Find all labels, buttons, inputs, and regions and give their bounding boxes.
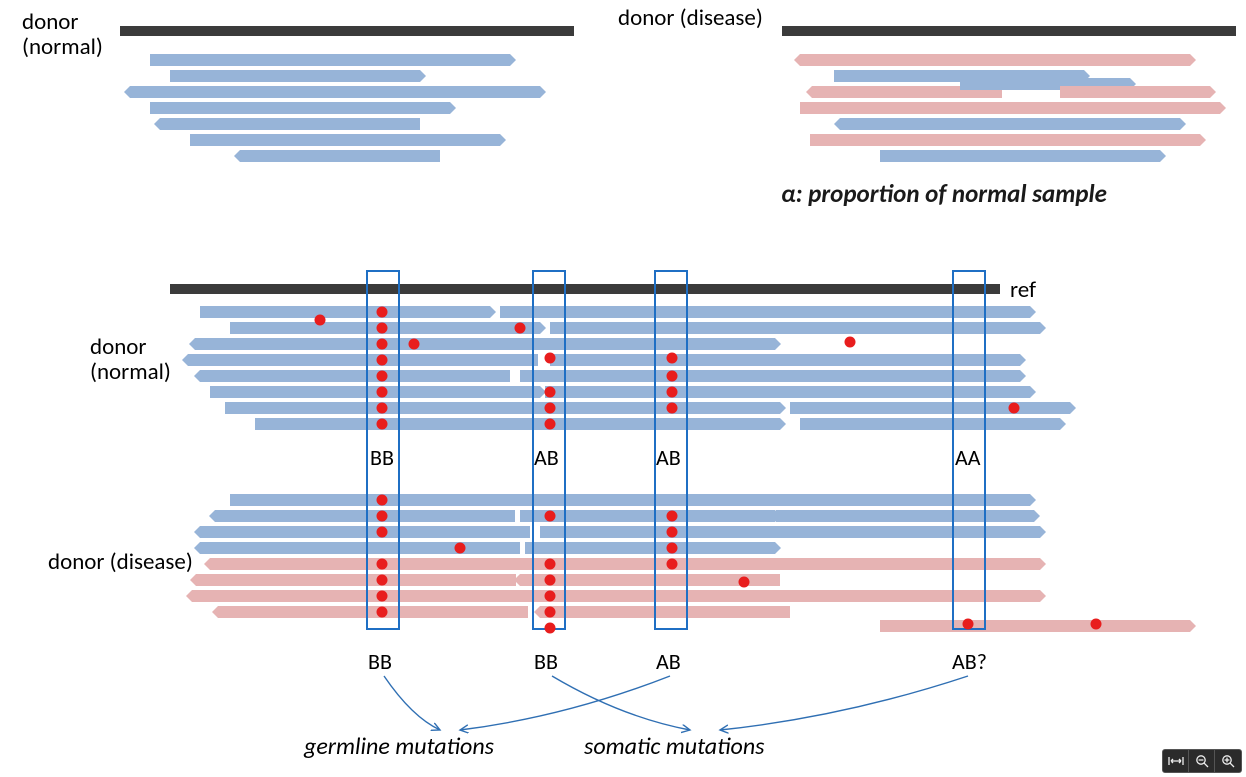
fit-width-button[interactable] — [1163, 750, 1189, 772]
classification-arrow — [384, 676, 440, 730]
sequencing-read — [780, 386, 1030, 398]
mutation-dot — [545, 591, 556, 602]
sequencing-read — [190, 134, 500, 146]
sequencing-read — [210, 558, 520, 570]
mutation-dot — [545, 607, 556, 618]
mutation-dot — [455, 543, 466, 554]
mutation-dot — [377, 419, 388, 430]
mutation-dot — [377, 591, 388, 602]
sequencing-read — [192, 590, 532, 602]
mutation-dot — [377, 355, 388, 366]
sequencing-read — [188, 354, 538, 366]
sequencing-read — [300, 86, 540, 98]
sequencing-read — [780, 590, 1040, 602]
sequencing-read — [780, 322, 1040, 334]
genotype-upper: AB — [534, 444, 559, 471]
sequencing-read — [880, 150, 1160, 162]
mutation-dot — [545, 623, 556, 634]
sequencing-read — [195, 338, 525, 350]
sequencing-read — [215, 510, 515, 522]
mutation-dot — [1091, 619, 1102, 630]
mutation-dot — [377, 323, 388, 334]
mutation-dot — [545, 511, 556, 522]
reference-bar — [120, 26, 574, 36]
sequencing-read — [770, 526, 1040, 538]
sequencing-read — [160, 118, 420, 130]
sequencing-read — [196, 574, 516, 586]
mutation-dot — [315, 315, 326, 326]
sequencing-read — [770, 558, 1040, 570]
sequencing-read — [1060, 86, 1210, 98]
mutation-dot — [515, 323, 526, 334]
sequencing-read — [1040, 620, 1190, 632]
sequencing-read — [1050, 102, 1220, 114]
genotype-lower: BB — [534, 648, 558, 675]
mutation-dot — [545, 403, 556, 414]
mutation-dot — [377, 607, 388, 618]
mutation-dot — [545, 419, 556, 430]
sequencing-read — [1000, 118, 1180, 130]
mutation-dot — [377, 371, 388, 382]
sequencing-read — [170, 70, 420, 82]
sequencing-read — [240, 150, 440, 162]
genotype-lower: AB — [656, 648, 681, 675]
classification-arrow — [720, 676, 968, 730]
sequencing-read — [200, 306, 490, 318]
mutation-dot — [377, 339, 388, 350]
sequencing-read — [990, 54, 1190, 66]
zoom-out-button[interactable] — [1189, 750, 1215, 772]
sequencing-read — [800, 54, 1010, 66]
mutation-dot — [377, 307, 388, 318]
mutation-dot — [545, 353, 556, 364]
mutation-dot — [377, 559, 388, 570]
mutation-dot — [409, 339, 420, 350]
mutation-dot — [377, 495, 388, 506]
sequencing-read — [770, 306, 1030, 318]
mutation-dot — [545, 387, 556, 398]
genotype-upper: AA — [955, 444, 980, 471]
mutation-dot — [377, 575, 388, 586]
mutation-dot — [377, 387, 388, 398]
sequencing-read — [150, 102, 450, 114]
zoom-in-button[interactable] — [1215, 750, 1241, 772]
sequencing-read — [200, 542, 520, 554]
sequencing-read — [310, 54, 510, 66]
sequencing-read — [800, 418, 1060, 430]
mutation-dot — [667, 403, 678, 414]
sequencing-read — [800, 102, 1080, 114]
sequencing-read — [770, 494, 1030, 506]
genotype-upper: AB — [656, 444, 681, 471]
sequencing-read — [200, 526, 530, 538]
mutation-dot — [545, 559, 556, 570]
mutation-dot — [739, 577, 750, 588]
genotype-upper: BB — [370, 444, 394, 471]
classification-arrow — [552, 676, 690, 730]
genotype-lower: AB? — [952, 648, 987, 675]
viewer-toolbar — [1162, 749, 1242, 773]
genotype-lower: BB — [368, 648, 392, 675]
sequencing-read — [1000, 134, 1200, 146]
reference-bar — [782, 26, 1236, 36]
mutation-dot — [667, 371, 678, 382]
mutation-dot — [377, 527, 388, 538]
mutation-dot — [963, 619, 974, 630]
reference-bar — [170, 284, 1000, 294]
sequencing-read — [776, 510, 1034, 522]
mutation-dot — [545, 575, 556, 586]
mutation-dot — [667, 543, 678, 554]
mutation-dot — [1009, 403, 1020, 414]
mutation-dot — [667, 511, 678, 522]
mutation-dot — [845, 337, 856, 348]
mutation-dot — [667, 387, 678, 398]
mutation-dot — [667, 527, 678, 538]
mutation-dot — [667, 559, 678, 570]
mutation-dot — [377, 403, 388, 414]
mutation-dot — [377, 511, 388, 522]
sequencing-read — [790, 402, 1070, 414]
sequencing-read — [255, 418, 545, 430]
sequencing-read — [810, 134, 1020, 146]
sequencing-read — [200, 370, 510, 382]
mutation-dot — [667, 353, 678, 364]
